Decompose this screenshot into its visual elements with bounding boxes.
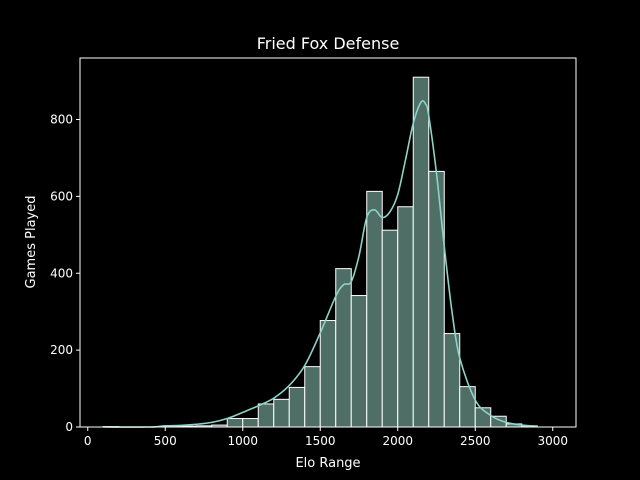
x-axis-ticks: 0 500 1000 1500 2000 2500 3000 xyxy=(84,427,568,448)
histogram-bar xyxy=(459,386,476,428)
x-tick-label: 2000 xyxy=(382,434,413,448)
y-tick-label: 0 xyxy=(65,420,73,434)
histogram-bar xyxy=(304,366,321,428)
y-tick-label: 600 xyxy=(50,189,73,203)
y-tick-label: 400 xyxy=(50,266,73,280)
histogram-bar xyxy=(366,190,383,428)
histogram-bar xyxy=(319,320,337,428)
x-tick-label: 2500 xyxy=(460,434,491,448)
histogram-bar xyxy=(257,403,275,428)
histogram-bar xyxy=(412,76,430,428)
histogram-bar xyxy=(397,206,414,428)
y-tick-label: 200 xyxy=(50,343,73,357)
y-axis-ticks: 0 200 400 600 800 xyxy=(50,113,80,434)
bar-group xyxy=(102,76,538,428)
histogram-bar xyxy=(381,229,399,428)
x-axis-label: Elo Range xyxy=(295,456,360,471)
chart-title: Fried Fox Defense xyxy=(257,34,400,53)
histogram-bar xyxy=(288,386,306,428)
x-tick-label: 500 xyxy=(154,434,177,448)
kde-line xyxy=(103,100,538,428)
axes-frame xyxy=(79,57,577,428)
y-axis-label: Games Played xyxy=(24,196,39,289)
x-tick-label: 0 xyxy=(84,434,92,448)
histogram-bar xyxy=(226,418,244,428)
y-tick-label: 800 xyxy=(50,113,73,127)
x-tick-label: 1500 xyxy=(305,434,336,448)
x-tick-label: 1000 xyxy=(227,434,258,448)
histogram-bar xyxy=(242,418,259,428)
histogram-bar xyxy=(428,170,445,428)
x-tick-label: 3000 xyxy=(537,434,568,448)
histogram-bar xyxy=(273,398,290,428)
histogram-bar xyxy=(350,295,368,428)
